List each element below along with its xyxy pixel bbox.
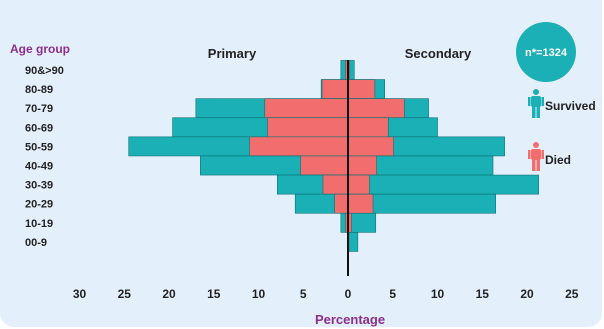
x-tick-label: 0 <box>345 287 352 301</box>
bar-secondary-survived <box>347 232 359 252</box>
x-tick-label: 10 <box>431 287 445 301</box>
secondary-panel-label: Secondary <box>405 46 472 61</box>
bar-secondary-died <box>347 174 370 195</box>
age-group-label: 00-9 <box>25 237 47 249</box>
bar-secondary-died <box>347 98 405 119</box>
x-tick-label: 10 <box>252 287 266 301</box>
x-tick-label: 30 <box>73 287 87 301</box>
bar-primary-died <box>321 79 349 99</box>
x-tick-label: 5 <box>300 287 307 301</box>
bar-primary-died <box>264 98 349 119</box>
bar-primary-died <box>249 136 349 157</box>
age-group-label: 20-29 <box>25 199 53 211</box>
bar-primary-died <box>267 117 349 138</box>
x-tick-label: 25 <box>118 287 132 301</box>
primary-panel-label: Primary <box>208 46 257 61</box>
bar-secondary-survived <box>347 212 377 233</box>
y-axis-label: Age group <box>10 42 70 56</box>
age-group-label: 80-89 <box>25 84 53 96</box>
x-tick-label: 15 <box>476 287 490 301</box>
sample-size-badge <box>516 22 576 82</box>
age-group-label: 10-19 <box>25 218 53 230</box>
bar-secondary-died <box>347 117 389 138</box>
bar-secondary-survived <box>347 174 539 195</box>
bar-primary-died <box>334 193 349 214</box>
bar-secondary-died <box>347 136 394 157</box>
age-group-label: 90&>90 <box>25 65 64 77</box>
legend-survived-icon <box>528 89 544 118</box>
bar-secondary-died <box>347 155 377 176</box>
x-tick-label: 20 <box>520 287 534 301</box>
x-tick-label: 15 <box>207 287 221 301</box>
age-group-label: 40-49 <box>25 161 53 173</box>
age-labels-group: 90&>90 80-89 70-79 60-69 50-59 40-49 30-39 20-2… <box>25 65 64 249</box>
x-tick-label: 25 <box>565 287 579 301</box>
x-tick-label: 20 <box>162 287 176 301</box>
x-axis-label: Percentage <box>315 312 385 327</box>
legend-died-icon <box>528 142 544 171</box>
bars-group <box>128 60 539 252</box>
bar-primary-died <box>322 174 349 195</box>
bar-primary-died <box>300 155 349 176</box>
age-group-label: 50-59 <box>25 141 53 153</box>
bar-secondary-died <box>347 193 374 214</box>
x-tick-label: 5 <box>389 287 396 301</box>
bar-secondary-died <box>347 79 376 99</box>
age-group-label: 60-69 <box>25 122 53 134</box>
age-group-label: 70-79 <box>25 103 53 115</box>
legend-survived-label: Survived <box>545 99 596 113</box>
legend-died-label: Died <box>545 153 571 167</box>
sample-size-text: n*=1324 <box>525 47 568 59</box>
x-ticks-group: 30 25 20 15 10 5 0 5 10 15 20 25 <box>73 287 579 301</box>
age-group-label: 30-39 <box>25 180 53 192</box>
